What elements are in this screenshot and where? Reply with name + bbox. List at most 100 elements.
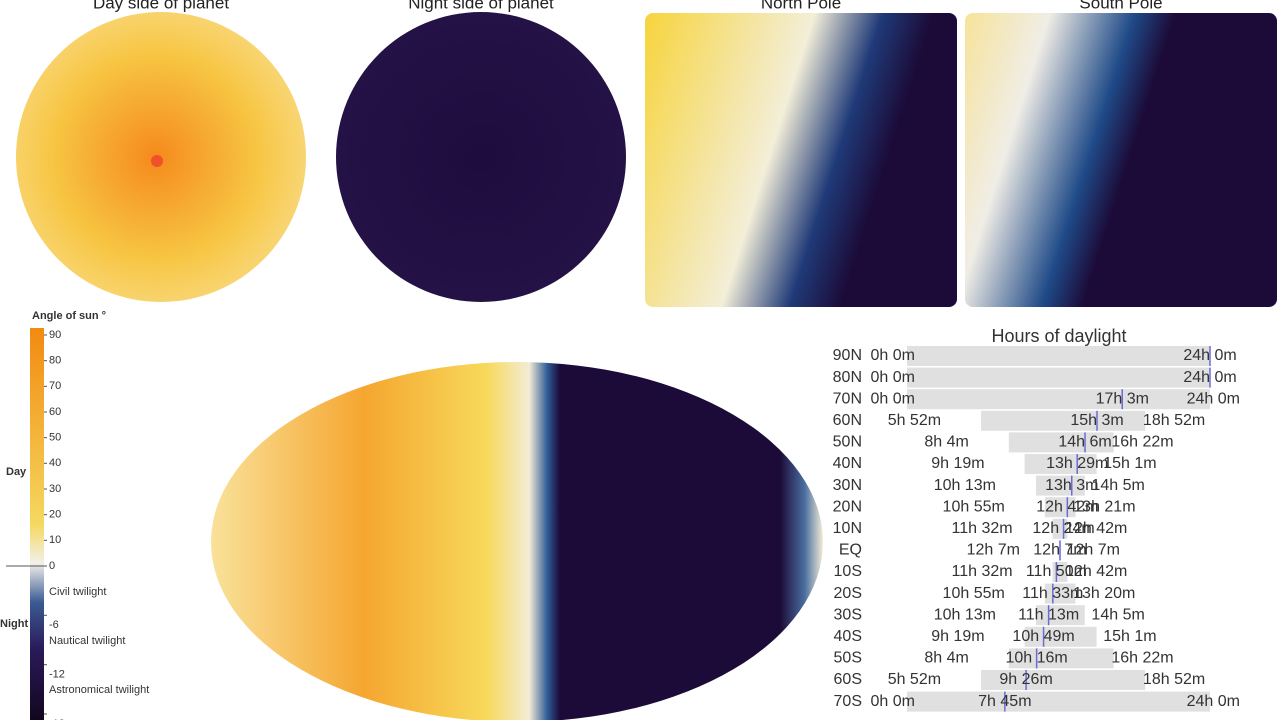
current-label: 10h 49m [1012, 628, 1074, 645]
min-label: 0h 0m [871, 693, 915, 710]
chart-title: Hours of daylight [991, 326, 1126, 346]
current-label: 12h 7m [1033, 542, 1086, 559]
max-label: 15h 1m [1103, 628, 1156, 645]
max-label: 14h 5m [1091, 606, 1144, 623]
range-bar [1024, 626, 1097, 647]
range-bar [981, 670, 1146, 690]
category-label: 30N [833, 477, 862, 494]
sun-point [151, 155, 163, 167]
max-label: 24h 0m [1187, 390, 1240, 407]
panel-title: Night side of planet [408, 0, 554, 12]
colorbar-tick-label: 10 [49, 534, 61, 546]
colorbar-tick-label: 40 [49, 457, 61, 469]
world-map [211, 362, 823, 720]
panel-title: South Pole [1079, 0, 1162, 12]
min-label: 10h 13m [934, 477, 996, 494]
min-label: 11h 32m [952, 563, 1013, 580]
south-pole-map [965, 13, 1277, 307]
legend-label: Night [0, 618, 28, 630]
colorbar-tick-label: 50 [49, 432, 61, 444]
min-label: 9h 19m [931, 628, 984, 645]
range-bar [907, 346, 1210, 366]
category-label: 10N [833, 520, 862, 537]
category-label: 50S [834, 650, 862, 667]
range-bar [1008, 648, 1114, 669]
max-label: 24h 0m [1187, 693, 1240, 710]
category-label: 60N [833, 412, 862, 429]
panel-title: North Pole [761, 0, 841, 12]
max-label: 13h 20m [1073, 585, 1135, 602]
min-label: 11h 32m [952, 520, 1013, 537]
max-label: 18h 52m [1143, 671, 1205, 688]
current-label: 10h 16m [1005, 650, 1067, 667]
zone-label: Nautical twilight [49, 635, 125, 647]
min-label: 10h 13m [934, 606, 996, 623]
min-label: 5h 52m [888, 412, 941, 429]
current-label: 17h 3m [1096, 390, 1149, 407]
category-label: 40S [834, 628, 862, 645]
min-label: 5h 52m [888, 671, 941, 688]
category-label: 90N [833, 347, 862, 364]
range-bar [981, 410, 1146, 431]
range-bar [1024, 454, 1097, 474]
legend-label: Day [6, 466, 27, 478]
colorbar [30, 328, 44, 720]
min-label: 0h 0m [871, 390, 915, 407]
category-label: 30S [834, 606, 862, 623]
max-label: 12h 42m [1065, 520, 1127, 537]
colorbar-tick-label: -12 [49, 669, 65, 681]
colorbar-tick-label: -6 [49, 619, 59, 631]
max-label: 12h 7m [1067, 542, 1120, 559]
category-label: 70N [833, 390, 862, 407]
category-label: 80N [833, 369, 862, 386]
current-label: 24h 0m [1183, 369, 1236, 386]
max-label: 15h 1m [1103, 455, 1156, 472]
night-globe [336, 12, 626, 302]
panel-title: Day side of planet [93, 0, 229, 12]
min-label: 0h 0m [871, 369, 915, 386]
max-label: 13h 21m [1073, 498, 1135, 515]
min-label: 8h 4m [924, 434, 968, 451]
current-label: 14h 6m [1058, 434, 1111, 451]
zone-label: Civil twilight [49, 586, 106, 598]
current-label: 12h 24m [1032, 520, 1094, 537]
colorbar-tick-label: 20 [49, 509, 61, 521]
current-label: 13h 29m [1046, 455, 1108, 472]
current-label: 9h 26m [999, 671, 1052, 688]
max-label: 14h 5m [1091, 477, 1144, 494]
current-label: 11h 50m [1026, 563, 1087, 580]
north-pole-map [645, 13, 957, 307]
max-label: 16h 22m [1111, 650, 1173, 667]
colorbar-tick-label: 80 [49, 355, 61, 367]
current-label: 13h 3m [1045, 477, 1098, 494]
category-label: 10S [834, 563, 862, 580]
category-label: 70S [834, 693, 862, 710]
zone-label: Astronomical twilight [49, 684, 149, 696]
range-bar [907, 367, 1210, 388]
current-label: 24h 0m [1183, 347, 1236, 364]
max-label: 16h 22m [1111, 434, 1173, 451]
category-label: 20N [833, 498, 862, 515]
colorbar-tick-label: 90 [49, 329, 61, 341]
colorbar-tick-label: -18 [49, 718, 65, 720]
category-label: 60S [834, 671, 862, 688]
min-label: 8h 4m [924, 650, 968, 667]
min-label: 10h 55m [943, 498, 1005, 515]
min-label: 12h 7m [967, 542, 1020, 559]
range-bar [1008, 432, 1114, 453]
min-label: 0h 0m [871, 347, 915, 364]
range-bar [1035, 475, 1085, 496]
colorbar-tick-label: 70 [49, 380, 61, 392]
max-label: 18h 52m [1143, 412, 1205, 429]
max-label: 12h 42m [1065, 563, 1127, 580]
category-label: 20S [834, 585, 862, 602]
current-label: 11h 33m [1022, 585, 1083, 602]
legend-title: Angle of sun ° [32, 310, 106, 322]
category-label: 50N [833, 434, 862, 451]
category-label: 40N [833, 455, 862, 472]
range-bar [907, 389, 1210, 410]
colorbar-tick-label: 60 [49, 406, 61, 418]
colorbar-tick-label: 0 [49, 560, 55, 572]
current-label: 7h 45m [978, 693, 1031, 710]
